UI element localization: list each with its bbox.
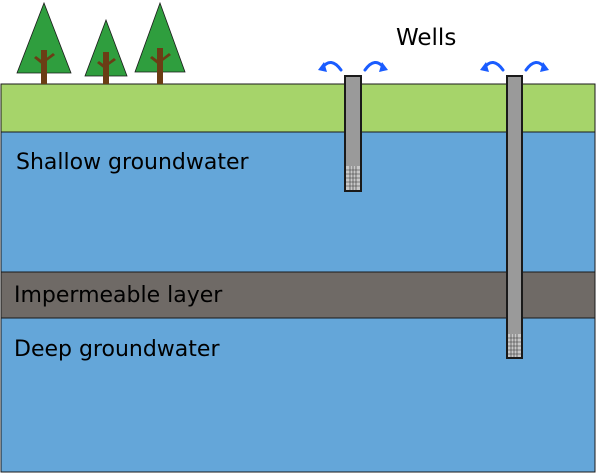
shallow-well (318, 61, 388, 192)
wells-label: Wells (396, 25, 456, 51)
tree-icon (134, 1, 186, 84)
grass-layer (0, 83, 596, 133)
shallow-groundwater-label: Shallow groundwater (16, 150, 250, 175)
deep-well (480, 61, 549, 359)
impermeable-layer (0, 271, 596, 319)
tree-icon (16, 1, 72, 84)
impermeable-layer-label: Impermeable layer (14, 283, 223, 308)
well-screen (508, 334, 521, 357)
deep-groundwater-label: Deep groundwater (14, 337, 220, 362)
well-screen (346, 166, 360, 190)
shallow-aquifer-layer (0, 131, 596, 273)
tree-icon (84, 18, 128, 84)
deep-aquifer-layer (0, 317, 596, 473)
